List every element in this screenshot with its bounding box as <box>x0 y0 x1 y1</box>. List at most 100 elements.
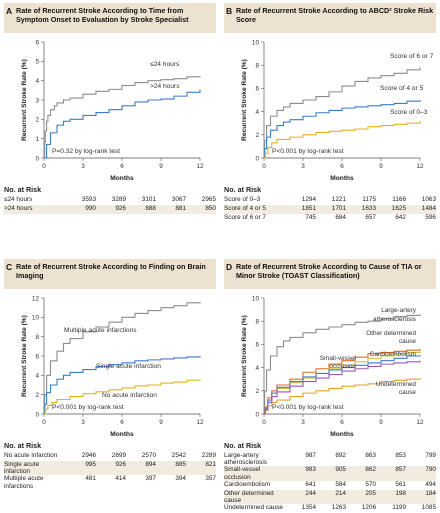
risk-cell: 3289 <box>111 196 126 203</box>
p-value-annotation: P<0.001 by log-rank test <box>272 404 344 411</box>
risk-cell: 1701 <box>331 205 346 212</box>
risk-cell: 2570 <box>141 452 156 459</box>
risk-cell: 684 <box>335 214 346 221</box>
risk-cell: 1199 <box>392 504 406 512</box>
series-label: atherosclerosis <box>373 316 416 323</box>
risk-cell: 1633 <box>361 205 376 212</box>
x-tick-label: 6 <box>340 163 344 170</box>
risk-cell: 1085 <box>421 504 436 512</box>
series-label: occlusion <box>329 363 356 370</box>
risk-table: No. at Risk Score of 0–3 1294 1221 1175 … <box>224 185 436 223</box>
risk-cell: 397 <box>145 475 156 483</box>
risk-cell: 1294 <box>301 196 316 203</box>
series-line <box>264 67 421 159</box>
risk-row-label: Other determined cause <box>224 489 274 505</box>
x-tick-label: 3 <box>81 419 85 426</box>
risk-cell: 1166 <box>392 196 406 203</box>
risk-row-label: ≤24 hours <box>4 196 33 203</box>
y-tick-label: 1 <box>35 136 39 143</box>
risk-row: Other determined cause 244 214 205 198 1… <box>224 489 436 505</box>
x-tick-label: 6 <box>340 419 344 426</box>
risk-cell: 414 <box>115 475 126 483</box>
panel-title: Rate of Recurrent Stroke According to AB… <box>236 6 434 24</box>
x-tick-label: 12 <box>196 419 204 426</box>
risk-cell: 1063 <box>421 196 436 203</box>
series-line <box>44 356 201 415</box>
risk-cell: 1851 <box>301 205 316 212</box>
y-tick-label: 0 <box>35 155 39 162</box>
risk-cell: 745 <box>305 214 316 221</box>
risk-row-label: Undetermined cause <box>224 504 283 512</box>
y-tick-label: 10 <box>32 315 40 322</box>
x-tick-label: 9 <box>159 163 163 170</box>
risk-cell: 881 <box>175 205 186 212</box>
risk-row: Score of 0–3 1294 1221 1175 1166 1063 <box>224 196 436 205</box>
risk-row: ≤24 hours 3593 3289 3101 3067 2965 <box>4 196 216 205</box>
risk-cell: 570 <box>365 480 376 488</box>
risk-cell: 2699 <box>111 452 126 459</box>
y-tick-label: 6 <box>35 39 39 46</box>
risk-cell: 244 <box>305 489 316 497</box>
risk-table-title: No. at Risk <box>224 441 262 450</box>
series-line <box>44 379 201 415</box>
risk-cell: 863 <box>365 452 376 459</box>
risk-table-title: No. at Risk <box>224 185 262 194</box>
risk-cell: 821 <box>205 461 216 468</box>
risk-cell: 2965 <box>201 196 216 203</box>
risk-cell: 214 <box>335 489 346 497</box>
y-tick-label: 5 <box>35 59 39 66</box>
series-line <box>44 89 201 159</box>
p-value-annotation: P<0.001 by log-rank test <box>272 148 344 155</box>
risk-row: Single acute infarction 995 926 894 885 … <box>4 461 216 476</box>
series-line <box>44 75 201 159</box>
risk-row-label: Score of 4 or 5 <box>224 205 266 212</box>
y-tick-label: 6 <box>255 86 259 93</box>
series-label: ≤24 hours <box>150 61 180 68</box>
panel-header: B Rate of Recurrent Stroke According to … <box>224 3 436 33</box>
risk-row-label: Small-vessel occlusion <box>224 466 261 481</box>
panel-letter: D <box>226 262 233 272</box>
x-axis-label: Months <box>110 175 134 182</box>
panel-letter: A <box>6 6 13 16</box>
risk-cell: 905 <box>335 466 346 474</box>
series-line <box>264 314 421 415</box>
risk-cell: 1175 <box>362 196 376 203</box>
risk-row: Cardioembolism 641 584 570 561 494 <box>224 481 436 490</box>
chart-b: 0 2 4 6 8 10 0 3 6 9 12 Months Recurrent Stroke Rate… <box>241 39 434 182</box>
y-tick-label: 2 <box>255 132 259 139</box>
x-tick-label: 0 <box>262 419 266 426</box>
panel-header: D Rate of Recurrent Stroke According to … <box>224 259 436 289</box>
x-axis-label: Months <box>330 431 354 438</box>
x-tick-label: 9 <box>159 419 163 426</box>
x-tick-label: 9 <box>379 163 383 170</box>
risk-cell: 481 <box>85 475 96 483</box>
series-label: Single acute infarction <box>96 363 161 370</box>
risk-cell: 983 <box>305 466 316 474</box>
p-value-annotation: P<0.001 by log-rank test <box>52 404 124 411</box>
x-tick-label: 0 <box>42 163 46 170</box>
panel-header: A Rate of Recurrent Stroke According to … <box>4 3 216 33</box>
y-tick-label: 6 <box>255 342 259 349</box>
series-line <box>44 301 201 415</box>
risk-cell: 3101 <box>141 196 156 203</box>
p-value-annotation: P=0.32 by log-rank test <box>52 148 120 155</box>
risk-cell: 1221 <box>331 196 346 203</box>
risk-table-title: No. at Risk <box>4 185 42 194</box>
risk-cell: 494 <box>425 480 436 488</box>
risk-cell: 1263 <box>331 504 346 512</box>
risk-row-label: Score of 6 or 7 <box>224 214 266 221</box>
panel-a: A Rate of Recurrent Stroke According to … <box>0 0 220 255</box>
y-tick-label: 3 <box>35 97 39 104</box>
y-tick-label: 2 <box>35 117 39 124</box>
risk-cell: 2542 <box>171 452 186 459</box>
risk-cell: 357 <box>205 475 216 483</box>
risk-cell: 657 <box>365 214 376 221</box>
series-label: Small-vessel <box>320 355 356 362</box>
series-line <box>264 360 421 415</box>
risk-cell: 853 <box>395 452 406 459</box>
y-tick-label: 8 <box>255 319 259 326</box>
risk-row-label: Single acute infarction <box>4 461 40 476</box>
y-tick-label: 10 <box>252 295 260 302</box>
x-tick-label: 3 <box>81 163 85 170</box>
x-tick-label: 12 <box>416 419 424 426</box>
